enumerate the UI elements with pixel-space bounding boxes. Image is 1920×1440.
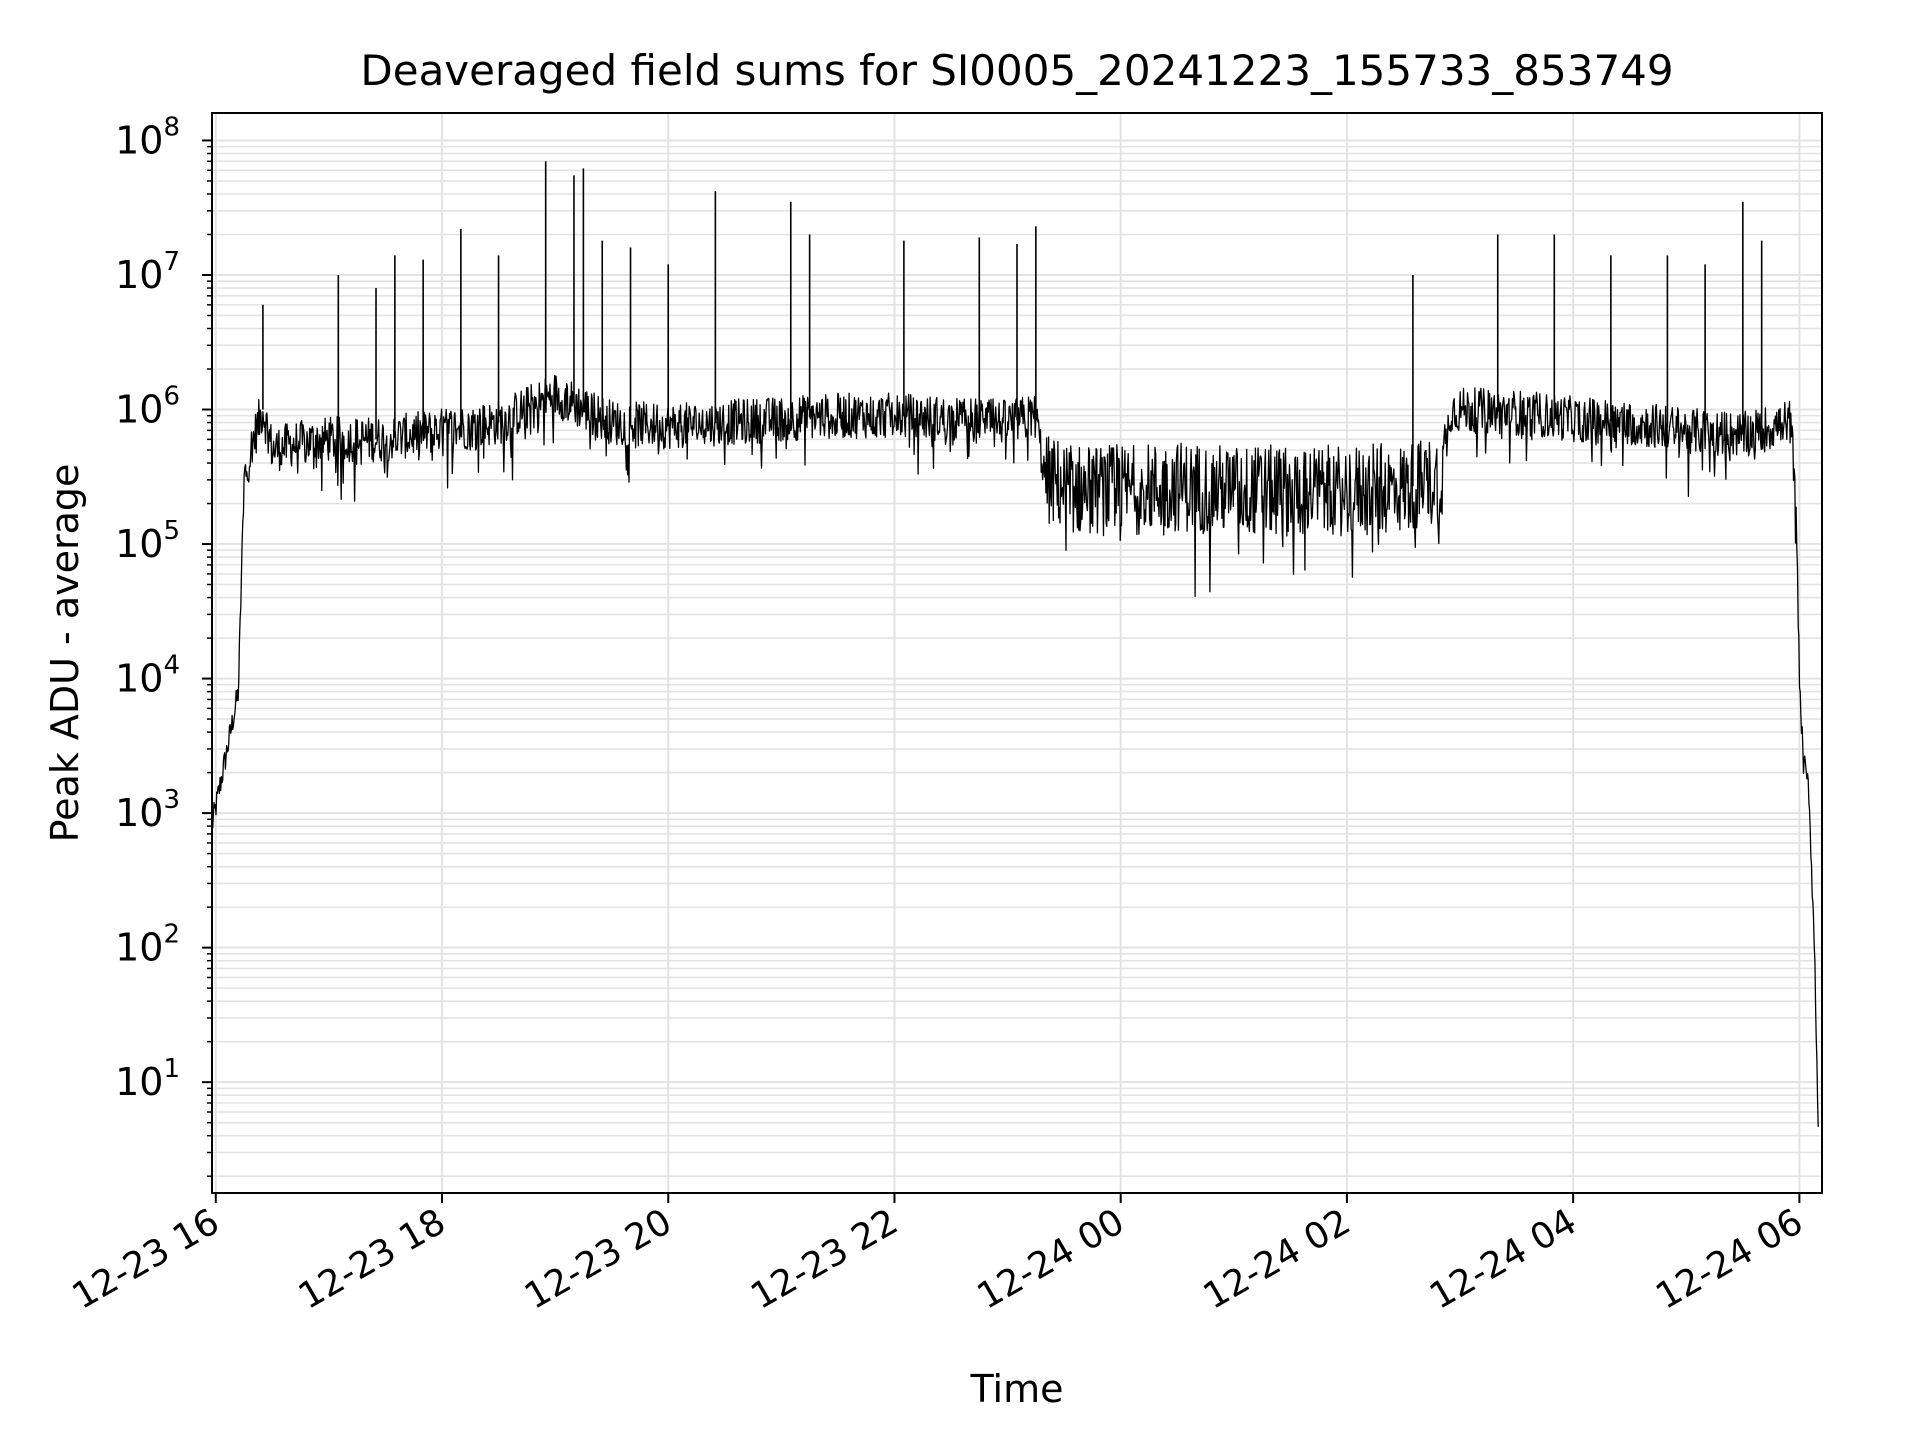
chart-title: Deaveraged field sums for SI0005_2024122… bbox=[360, 46, 1673, 95]
x-axis-label: Time bbox=[970, 1367, 1064, 1411]
y-tick-label: 103 bbox=[115, 785, 180, 835]
y-tick-label: 107 bbox=[115, 247, 180, 297]
series-line bbox=[211, 374, 1819, 1127]
plot-area bbox=[211, 161, 1819, 1127]
plot-frame bbox=[211, 112, 1823, 1194]
y-axis-label: Peak ADU - average bbox=[43, 464, 87, 843]
grid bbox=[212, 113, 1822, 1193]
